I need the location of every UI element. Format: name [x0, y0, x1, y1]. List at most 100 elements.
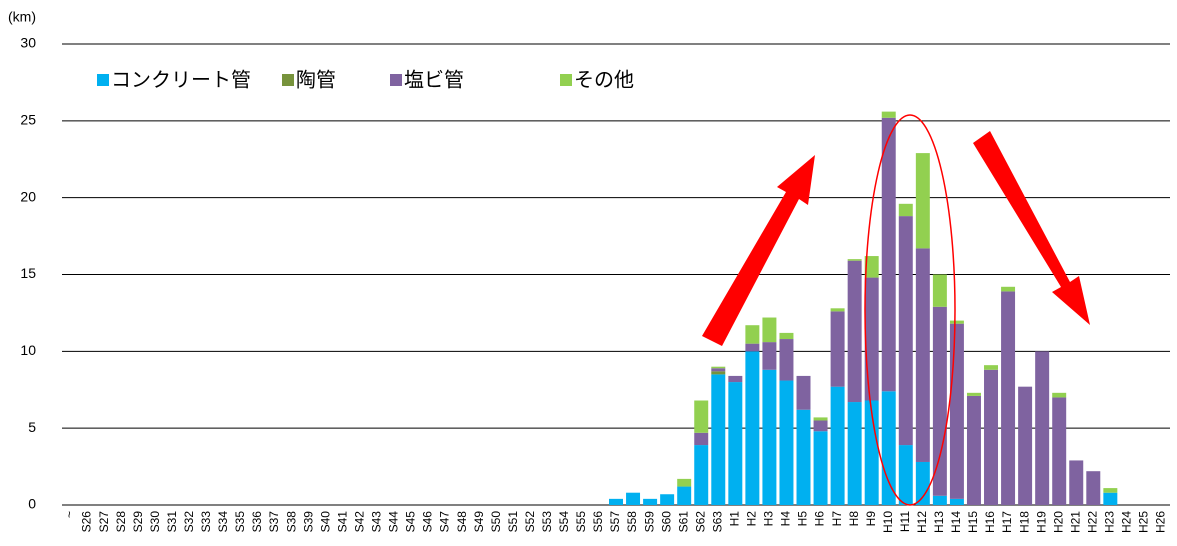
bar-segment	[779, 332, 794, 340]
x-tick-label: S54	[557, 511, 571, 533]
x-tick-label: H9	[864, 511, 878, 527]
highlight-ellipse	[864, 114, 956, 506]
bar-segment	[1086, 471, 1101, 505]
x-tick-label: H17	[1000, 511, 1014, 533]
x-tick-label: S26	[80, 511, 94, 533]
bar-segment	[847, 259, 862, 261]
bar-segment	[830, 311, 845, 387]
y-tick-label: 10	[20, 342, 36, 358]
bar-segment	[745, 343, 760, 352]
bar-segment	[932, 306, 947, 496]
bar-segment	[1001, 286, 1016, 292]
x-tick-label: S32	[182, 511, 196, 533]
x-tick-label: H11	[898, 511, 912, 532]
x-tick-label: H2	[745, 511, 759, 527]
x-tick-label: S34	[216, 511, 230, 533]
x-tick-label: S55	[574, 511, 588, 533]
x-tick-label: H18	[1017, 511, 1031, 533]
x-tick-label: S47	[438, 511, 452, 533]
bar-segment	[745, 351, 760, 505]
bar-segment	[881, 111, 896, 118]
x-tick-label: S30	[148, 511, 162, 533]
bar-segment	[830, 386, 845, 505]
bar-segment	[728, 375, 743, 383]
bar-segment	[881, 391, 896, 505]
x-tick-label: S40	[318, 511, 332, 533]
bar-segment	[898, 445, 913, 505]
bar-segment	[932, 495, 947, 505]
bar-segment	[677, 478, 692, 487]
bar-segment	[643, 498, 658, 505]
bar-segment	[1001, 291, 1016, 505]
bar-segment	[796, 409, 811, 505]
bar-segment	[949, 320, 964, 324]
bar-segment	[881, 117, 896, 392]
x-tick-label: S33	[199, 511, 213, 533]
bar-segment	[830, 308, 845, 312]
x-tick-label: H25	[1137, 511, 1151, 533]
x-tick-label: H21	[1068, 511, 1082, 533]
x-tick-label: S53	[540, 511, 554, 533]
x-tick-label: H16	[983, 511, 997, 533]
x-tick-label: ~	[63, 511, 77, 518]
y-tick-label: 5	[28, 419, 36, 435]
bar-segment	[1018, 386, 1033, 505]
x-tick-label: S59	[642, 511, 656, 533]
legend-swatch	[97, 74, 109, 86]
x-tick-label: S28	[114, 511, 128, 533]
bar-segment	[984, 365, 999, 370]
bar-segment	[915, 153, 930, 249]
x-tick-label: H12	[915, 511, 929, 533]
bar-segment	[609, 498, 623, 505]
bar-segment	[660, 494, 675, 505]
x-tick-label: H5	[796, 511, 810, 527]
x-tick-label: H6	[813, 511, 827, 527]
legend-label: 塩ビ管	[404, 68, 464, 91]
bar-segment	[932, 274, 947, 307]
bar-segment	[1052, 392, 1067, 398]
bar-segment	[694, 400, 709, 433]
x-tick-label: S35	[233, 511, 247, 533]
bar-segment	[864, 400, 879, 505]
bar-segment	[984, 369, 999, 505]
x-tick-label: S39	[301, 511, 315, 533]
x-tick-label: S50	[489, 511, 503, 533]
bar-segment	[626, 492, 641, 505]
bar-segment	[694, 445, 709, 505]
bar-segment	[745, 325, 760, 344]
x-tick-label: S58	[625, 511, 639, 533]
legend-label: 陶管	[296, 68, 336, 91]
bar-segment	[915, 461, 930, 505]
bar-segment	[898, 216, 913, 446]
x-tick-label: S51	[506, 511, 520, 533]
y-tick-label: 0	[28, 496, 36, 512]
x-tick-label: S31	[165, 511, 179, 533]
bar-segment	[966, 392, 981, 396]
x-tick-label: H20	[1051, 511, 1065, 533]
x-tick-label: H23	[1103, 511, 1117, 533]
y-tick-label: 30	[20, 35, 36, 51]
legend-label: コンクリート管	[111, 68, 251, 91]
y-axis-label: (km)	[8, 9, 36, 25]
bar-segment	[711, 366, 726, 369]
legend-label: その他	[574, 68, 634, 91]
y-tick-label: 25	[20, 112, 36, 128]
bar-segment	[711, 374, 726, 505]
bar-segment	[966, 395, 981, 505]
x-tick-label: H8	[847, 511, 861, 527]
x-tick-label: H15	[966, 511, 980, 533]
x-tick-label: H1	[727, 511, 741, 527]
y-tick-label: 20	[20, 188, 36, 204]
x-tick-label: S42	[352, 511, 366, 533]
bar-segment	[949, 323, 964, 499]
down-arrow	[973, 131, 1090, 325]
x-tick-label: S45	[404, 511, 418, 533]
x-tick-label: H4	[779, 511, 793, 527]
bar-segment	[728, 382, 743, 505]
bar-segment	[762, 342, 777, 370]
legend-swatch	[390, 74, 402, 86]
x-tick-label: H19	[1034, 511, 1048, 533]
x-tick-label: H26	[1154, 511, 1168, 533]
bar-segment	[694, 432, 709, 446]
x-tick-label: S56	[591, 511, 605, 533]
